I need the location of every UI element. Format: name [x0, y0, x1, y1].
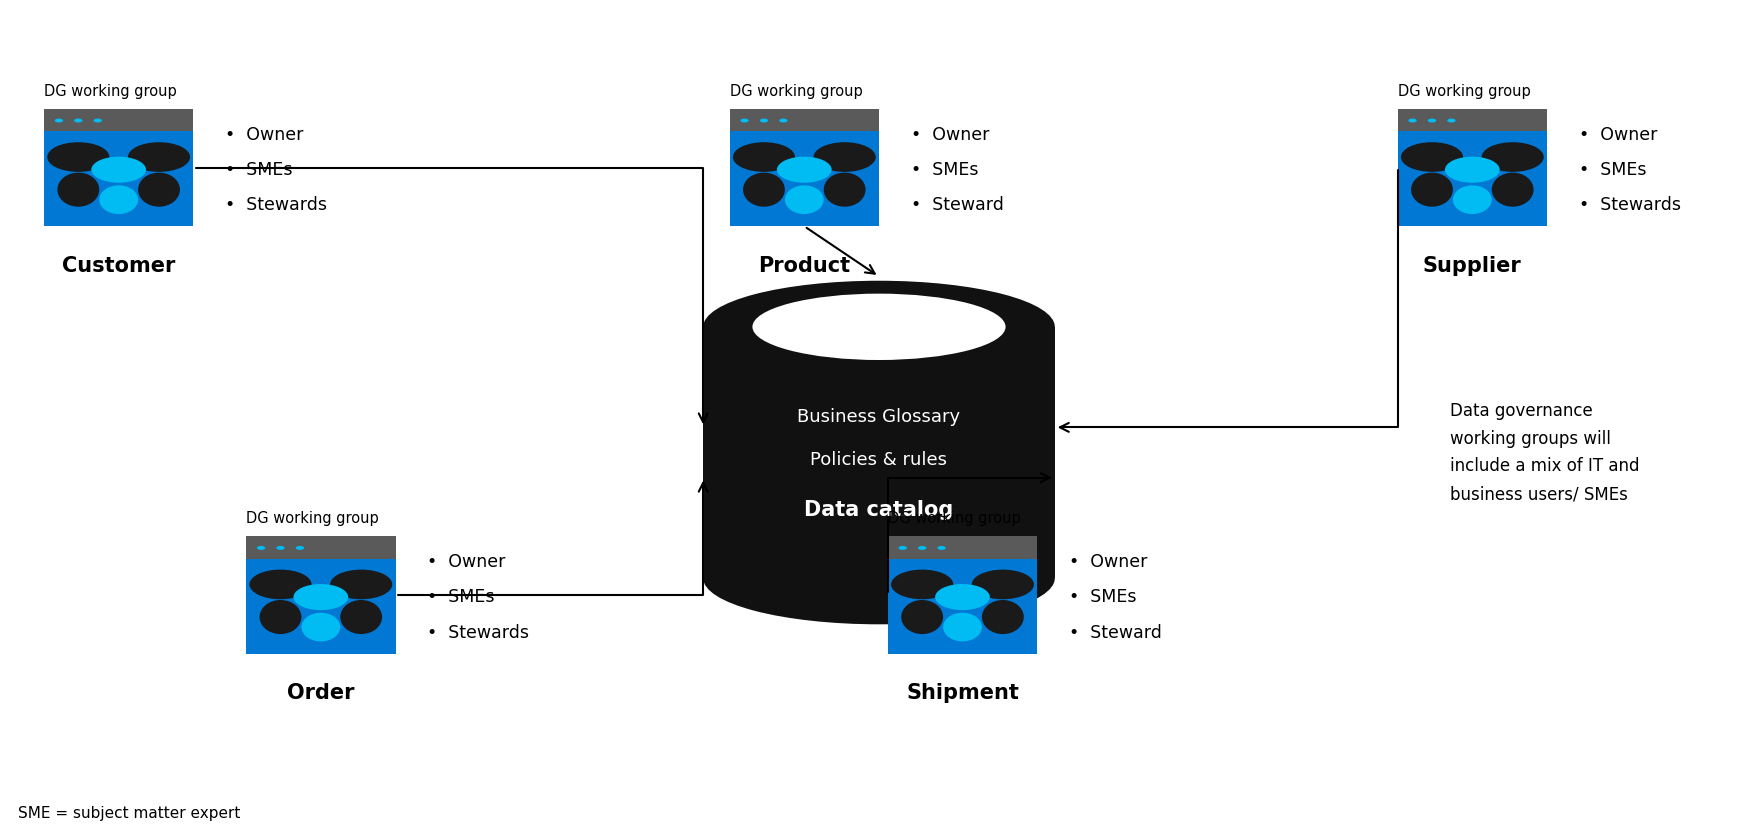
Text: •  Owner: • Owner	[427, 553, 506, 572]
Ellipse shape	[1451, 185, 1492, 214]
Ellipse shape	[743, 173, 784, 207]
Text: Data catalog: Data catalog	[805, 500, 952, 520]
Ellipse shape	[1411, 173, 1451, 207]
Text: Shipment: Shipment	[905, 683, 1019, 703]
Text: DG working group: DG working group	[44, 84, 177, 99]
Circle shape	[1407, 118, 1416, 122]
Text: •  SMEs: • SMEs	[1068, 588, 1135, 607]
Ellipse shape	[982, 600, 1023, 634]
FancyBboxPatch shape	[887, 536, 1037, 654]
Circle shape	[295, 546, 304, 550]
Circle shape	[128, 142, 190, 172]
Text: •  Stewards: • Stewards	[427, 623, 529, 642]
Circle shape	[935, 584, 989, 610]
Circle shape	[257, 546, 265, 550]
Text: •  Owner: • Owner	[225, 126, 304, 144]
Ellipse shape	[752, 293, 1005, 360]
Text: •  Owner: • Owner	[1578, 126, 1657, 144]
Text: Supplier: Supplier	[1421, 256, 1522, 276]
Text: •  SMEs: • SMEs	[225, 161, 292, 179]
Circle shape	[891, 570, 952, 599]
Circle shape	[276, 546, 285, 550]
Circle shape	[1446, 118, 1455, 122]
FancyBboxPatch shape	[1397, 109, 1546, 132]
FancyBboxPatch shape	[729, 109, 878, 132]
Ellipse shape	[942, 613, 982, 641]
FancyBboxPatch shape	[246, 536, 395, 654]
Text: •  Stewards: • Stewards	[1578, 196, 1680, 215]
Circle shape	[249, 570, 311, 599]
Circle shape	[972, 570, 1033, 599]
FancyBboxPatch shape	[44, 109, 193, 132]
FancyBboxPatch shape	[246, 536, 395, 559]
FancyBboxPatch shape	[887, 536, 1037, 559]
Ellipse shape	[901, 600, 942, 634]
Text: •  Steward: • Steward	[910, 196, 1003, 215]
Ellipse shape	[703, 532, 1054, 624]
Text: •  Stewards: • Stewards	[225, 196, 327, 215]
Text: •  SMEs: • SMEs	[1578, 161, 1645, 179]
Circle shape	[1427, 118, 1435, 122]
Ellipse shape	[824, 173, 864, 207]
Circle shape	[778, 118, 787, 122]
Bar	[703, 327, 1054, 578]
Ellipse shape	[1492, 173, 1532, 207]
Circle shape	[47, 142, 109, 172]
FancyBboxPatch shape	[44, 109, 193, 226]
Text: DG working group: DG working group	[729, 84, 863, 99]
Text: SME = subject matter expert: SME = subject matter expert	[18, 806, 239, 821]
Ellipse shape	[300, 613, 341, 641]
Circle shape	[74, 118, 83, 122]
Text: Order: Order	[286, 683, 355, 703]
Ellipse shape	[98, 185, 139, 214]
Text: DG working group: DG working group	[246, 511, 380, 526]
Ellipse shape	[260, 600, 300, 634]
Circle shape	[759, 118, 768, 122]
Circle shape	[898, 546, 907, 550]
Circle shape	[740, 118, 748, 122]
Circle shape	[1481, 142, 1543, 172]
Text: Policies & rules: Policies & rules	[810, 451, 947, 469]
Ellipse shape	[703, 281, 1054, 373]
Ellipse shape	[784, 185, 824, 214]
Text: Customer: Customer	[61, 256, 176, 276]
Ellipse shape	[341, 600, 381, 634]
Text: Data governance
working groups will
include a mix of IT and
business users/ SMEs: Data governance working groups will incl…	[1450, 401, 1639, 504]
Text: Business Glossary: Business Glossary	[798, 408, 959, 427]
Circle shape	[813, 142, 875, 172]
Text: Product: Product	[757, 256, 850, 276]
Circle shape	[93, 118, 102, 122]
Ellipse shape	[139, 173, 179, 207]
Text: •  Steward: • Steward	[1068, 623, 1161, 642]
Text: DG working group: DG working group	[887, 511, 1021, 526]
Text: •  SMEs: • SMEs	[427, 588, 494, 607]
Text: •  Owner: • Owner	[910, 126, 989, 144]
Circle shape	[330, 570, 392, 599]
Text: DG working group: DG working group	[1397, 84, 1530, 99]
Circle shape	[917, 546, 926, 550]
Circle shape	[733, 142, 794, 172]
Circle shape	[777, 157, 831, 183]
Circle shape	[936, 546, 945, 550]
Circle shape	[54, 118, 63, 122]
Circle shape	[1444, 157, 1499, 183]
FancyBboxPatch shape	[729, 109, 878, 226]
Circle shape	[91, 157, 146, 183]
Text: •  SMEs: • SMEs	[910, 161, 977, 179]
Circle shape	[1400, 142, 1462, 172]
Circle shape	[293, 584, 348, 610]
Ellipse shape	[58, 173, 98, 207]
Text: •  Owner: • Owner	[1068, 553, 1147, 572]
FancyBboxPatch shape	[1397, 109, 1546, 226]
